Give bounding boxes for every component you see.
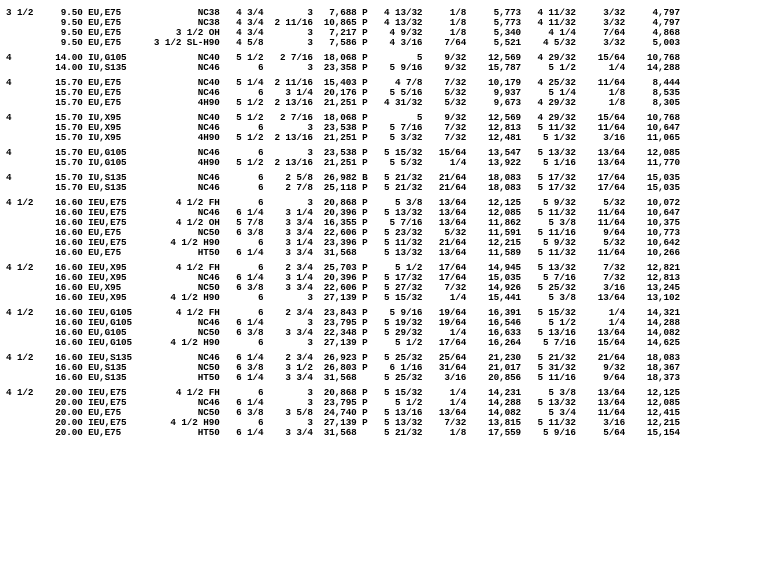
table-row: 20.00 EU,E75 HT50 6 1/4 3 3/4 31,568 5 2… — [6, 428, 762, 438]
row-group: 4 15.70 IU,S135 NC46 6 2 5/8 26,982 B 5 … — [6, 173, 762, 193]
row-group: 4 15.70 EU,E75 NC40 5 1/4 2 11/16 15,403… — [6, 78, 762, 108]
row-group: 4 1/2 16.60 IEU,S135 NC46 6 1/4 2 3/4 26… — [6, 353, 762, 383]
table-row: 14.00 IU,S135 NC46 6 3 23,358 P 5 9/16 9… — [6, 63, 762, 73]
table-row: 9.50 EU,E75 3 1/2 SL-H90 4 5/8 3 7,586 P… — [6, 38, 762, 48]
table-row: 16.60 EU,S135 HT50 6 1/4 3 3/4 31,568 5 … — [6, 373, 762, 383]
row-group: 4 1/2 16.60 IEU,E75 4 1/2 FH 6 3 20,868 … — [6, 198, 762, 258]
row-group: 4 1/2 16.60 IEU,G105 4 1/2 FH 6 2 3/4 23… — [6, 308, 762, 348]
table-row: 16.60 EU,E75 HT50 6 1/4 3 3/4 31,568 5 1… — [6, 248, 762, 258]
row-group: 4 15.70 IU,X95 NC40 5 1/2 2 7/16 18,068 … — [6, 113, 762, 143]
table-row: 16.60 IEU,G105 4 1/2 H90 6 3 27,139 P 5 … — [6, 338, 762, 348]
row-group: 4 1/2 16.60 IEU,X95 4 1/2 FH 6 2 3/4 25,… — [6, 263, 762, 303]
spec-table: 3 1/2 9.50 EU,E75 NC38 4 3/4 3 7,688 P 4… — [0, 0, 768, 451]
row-group: 3 1/2 9.50 EU,E75 NC38 4 3/4 3 7,688 P 4… — [6, 8, 762, 48]
table-row: 15.70 IU,G105 4H90 5 1/2 2 13/16 21,251 … — [6, 158, 762, 168]
table-row: 16.60 IEU,X95 4 1/2 H90 6 3 27,139 P 5 1… — [6, 293, 762, 303]
row-group: 4 14.00 IU,G105 NC40 5 1/2 2 7/16 18,068… — [6, 53, 762, 73]
table-row: 15.70 EU,S135 NC46 6 2 7/8 25,118 P 5 21… — [6, 183, 762, 193]
table-row: 15.70 EU,E75 4H90 5 1/2 2 13/16 21,251 P… — [6, 98, 762, 108]
row-group: 4 15.70 EU,G105 NC46 6 3 23,538 P 5 15/3… — [6, 148, 762, 168]
table-row: 15.70 IU,X95 4H90 5 1/2 2 13/16 21,251 P… — [6, 133, 762, 143]
row-group: 4 1/2 20.00 IEU,E75 4 1/2 FH 6 3 20,868 … — [6, 388, 762, 438]
